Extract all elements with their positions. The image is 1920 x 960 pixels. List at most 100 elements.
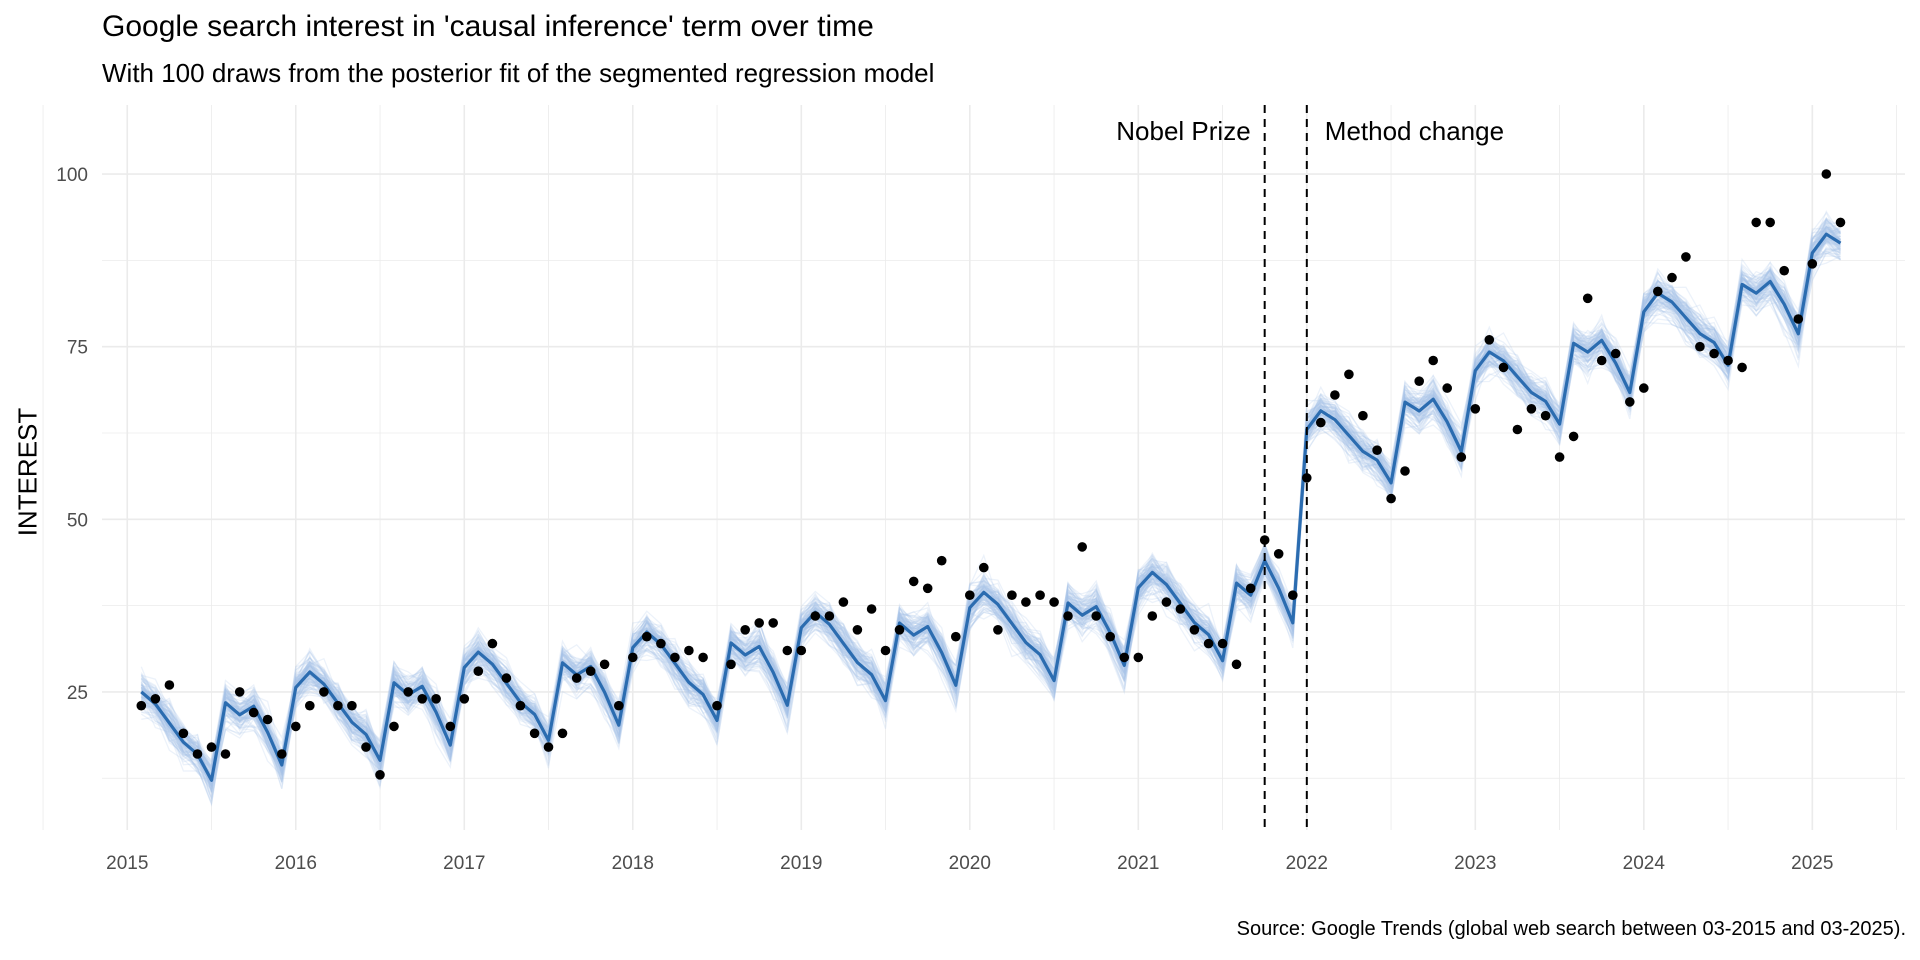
data-point (1428, 355, 1438, 366)
chart-subtitle: With 100 draws from the posterior fit of… (102, 58, 935, 88)
data-point (1105, 631, 1115, 642)
posterior-draw-line (140, 217, 1842, 777)
data-point (333, 700, 343, 711)
data-point (810, 611, 821, 621)
data-point (1456, 452, 1467, 462)
posterior-draw-line (140, 231, 1841, 789)
data-point (1540, 410, 1551, 421)
data-point (838, 597, 849, 607)
data-point (1175, 604, 1186, 614)
posterior-draw-line (140, 218, 1841, 763)
data-point (1610, 348, 1621, 359)
data-point (670, 652, 680, 663)
data-point (487, 638, 498, 649)
data-point (768, 618, 778, 628)
data-point (1035, 590, 1045, 600)
data-point (277, 749, 287, 759)
data-point (1091, 611, 1101, 621)
data-point (585, 666, 596, 676)
posterior-draw-line (140, 250, 1841, 794)
data-point (628, 652, 638, 663)
data-point (712, 700, 722, 711)
x-tick-label: 2018 (612, 853, 654, 874)
posterior-draw-line (140, 227, 1841, 772)
data-point (1007, 590, 1017, 600)
data-point (1161, 597, 1172, 607)
data-point (936, 555, 947, 566)
data-point (993, 625, 1003, 635)
posterior-draw-line (140, 218, 1841, 777)
data-point (305, 700, 315, 711)
event-lines: Nobel Prize Method change (1116, 105, 1504, 830)
data-point (501, 673, 512, 683)
data-point (951, 631, 961, 642)
data-point (656, 638, 666, 649)
data-point (1498, 362, 1509, 373)
data-point (248, 707, 259, 718)
data-point (1667, 272, 1677, 283)
data-point (1063, 611, 1073, 621)
posterior-draw-line (140, 232, 1841, 783)
posterior-mean-line (140, 232, 1842, 782)
posterior-draw-line (140, 237, 1841, 792)
x-tick-label: 2025 (1791, 853, 1833, 874)
data-point (698, 652, 708, 663)
data-point (1653, 286, 1663, 297)
posterior-draw-line (140, 235, 1841, 781)
posterior-draw-line (141, 241, 1842, 793)
posterior-draw-line (141, 236, 1841, 781)
axis-ticks: 2015 2016 2017 2018 2019 2020 2021 2022 2023 2024… (56, 165, 1833, 874)
data-point (1133, 652, 1144, 663)
data-point (1737, 362, 1747, 373)
data-point (782, 645, 793, 656)
data-point (979, 562, 989, 573)
data-point (642, 631, 652, 642)
posterior-draw-line (141, 242, 1841, 798)
posterior-draw-line (140, 252, 1841, 801)
y-tick-label: 25 (67, 683, 88, 704)
data-point (515, 700, 526, 711)
data-point (1217, 638, 1228, 649)
posterior-draw-line (140, 210, 1842, 772)
data-point (1372, 445, 1382, 456)
data-point (1484, 335, 1495, 345)
posterior-draw-line (140, 220, 1842, 768)
data-point (1358, 410, 1368, 421)
posterior-draw-line (141, 223, 1842, 769)
data-point (1442, 383, 1452, 393)
event-label: Method change (1325, 116, 1504, 146)
data-point (866, 604, 877, 614)
posterior-draw-line (141, 238, 1841, 792)
data-point (1568, 431, 1579, 442)
posterior-draw-line (141, 225, 1842, 774)
posterior-draw-line (140, 225, 1841, 772)
data-point (740, 625, 750, 635)
data-point (1765, 217, 1775, 228)
data-point (1526, 404, 1537, 414)
data-point (150, 694, 161, 704)
posterior-draw-line (141, 226, 1841, 779)
data-point (1386, 493, 1396, 504)
data-point (234, 687, 245, 697)
posterior-draw-line (140, 247, 1841, 786)
x-tick-label: 2015 (106, 853, 148, 874)
posterior-draw-line (140, 211, 1842, 771)
data-point (1203, 638, 1214, 649)
data-point (1807, 259, 1818, 269)
posterior-mean-line (140, 232, 1842, 782)
data-point (459, 694, 470, 704)
posterior-draw-line (140, 239, 1841, 781)
data-point (319, 687, 329, 697)
posterior-draw-line (140, 225, 1841, 790)
posterior-draw-line (141, 237, 1841, 783)
posterior-draw-line (141, 226, 1841, 779)
data-point (1077, 542, 1087, 552)
data-point (1344, 369, 1354, 380)
data-point (529, 728, 540, 739)
data-point (375, 770, 385, 780)
data-point (291, 721, 301, 732)
posterior-draw-line (140, 217, 1841, 766)
posterior-draw-line (140, 217, 1841, 774)
posterior-draw-line (140, 247, 1841, 796)
